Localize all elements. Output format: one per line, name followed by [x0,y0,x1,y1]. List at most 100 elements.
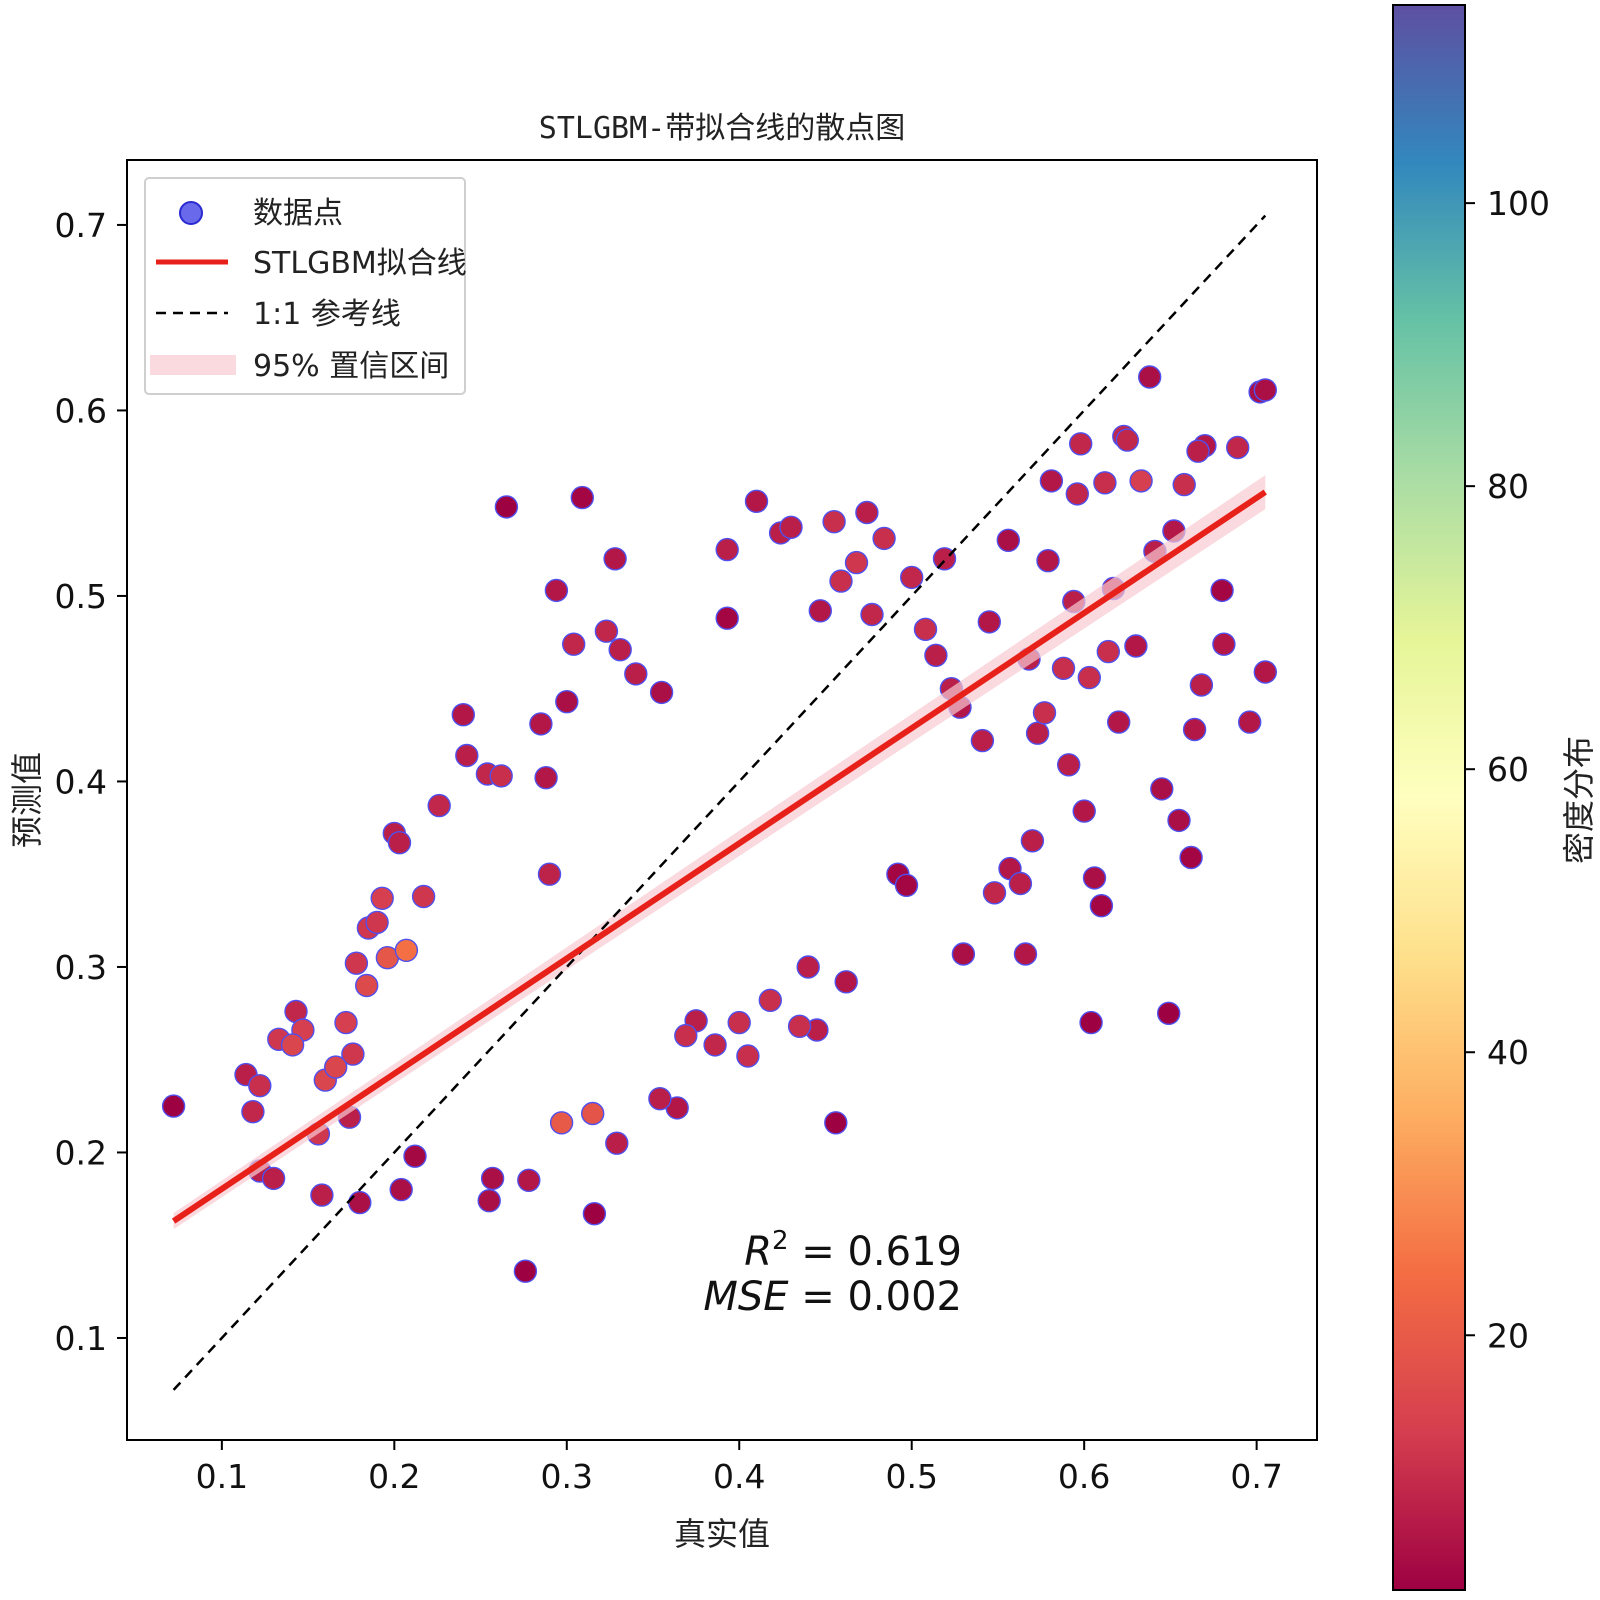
data-point [1039,469,1064,493]
data-point [1137,365,1162,389]
data-point [1096,639,1121,664]
y-axis-ticks: 0.1 0.2 0.3 0.4 0.5 0.6 0.7 [55,206,127,1358]
y-tick-label: 0.2 [55,1133,107,1172]
data-point [1025,721,1050,745]
data-point [860,602,884,627]
data-point [1093,471,1117,495]
data-point [1082,866,1107,890]
legend-marker-points [179,201,203,225]
r2-value: = 0.619 [789,1229,962,1275]
x-axis-ticks: 0.1 0.2 0.3 0.4 0.5 0.6 0.7 [196,1440,1283,1496]
data-point [455,743,479,768]
legend-marker-ci-band [150,355,236,375]
confidence-band [173,475,1266,1230]
data-point [261,1166,286,1191]
data-point [1079,1010,1103,1035]
x-tick-label: 0.5 [885,1457,937,1496]
data-point [241,1099,265,1124]
data-point [1020,829,1045,853]
data-point [355,973,379,998]
data-point [736,1044,760,1068]
data-point [844,550,869,575]
data-point [894,873,919,897]
data-point [1077,665,1102,690]
data-point [744,489,769,513]
data-point [649,680,674,705]
colorbar-tick-label: 100 [1487,184,1550,223]
data-point [280,1033,305,1057]
data-point [822,510,846,534]
data-point [982,881,1007,905]
data-point [1115,428,1140,452]
data-point [1189,673,1214,697]
legend-frame [144,177,466,395]
data-point [1186,439,1210,463]
data-point [824,1111,848,1135]
data-point [365,910,389,935]
data-point [787,1014,812,1039]
data-point [394,938,419,962]
data-point [951,942,976,966]
colorbar-tick-label: 20 [1487,1316,1529,1355]
data-point [513,1259,538,1283]
data-point [924,643,948,667]
data-point [808,599,832,623]
colorbar [1392,4,1466,1591]
data-point [977,610,1001,634]
data-point [451,703,475,727]
data-point [779,515,803,539]
y-tick-label: 0.5 [55,577,107,616]
fit-and-reference-lines [171,214,1267,1391]
colorbar-tick-label: 80 [1487,467,1529,506]
data-point [1051,656,1076,680]
legend: 数据点 STLGBM拟合线 1:1 参考线 95% 置信区间 [144,177,467,395]
data-point [900,565,924,590]
data-point [624,662,648,686]
x-tick-label: 0.3 [541,1457,593,1496]
data-point [570,485,594,510]
x-tick-label: 0.1 [196,1457,248,1496]
data-point [1237,710,1262,734]
data-point [562,632,586,656]
data-point [594,619,619,643]
reference-line-1-1 [172,214,1267,1391]
chart-title: STLGBM-带拟合线的散点图 [539,111,905,146]
data-point [913,617,938,641]
data-point [1212,632,1236,656]
data-point [715,537,739,562]
data-point [1129,469,1153,493]
x-tick-label: 0.4 [713,1457,765,1496]
data-point [605,1131,629,1155]
data-point [1106,710,1131,734]
x-tick-label: 0.6 [1058,1457,1110,1496]
colorbar-ticks: 20 40 60 80 100 [1465,184,1550,1355]
data-point [489,764,513,788]
data-point [344,951,369,975]
mse-symbol: MSE [703,1274,789,1320]
data-point [970,728,995,753]
data-point [370,886,394,910]
data-point [1179,845,1203,870]
data-point [517,1168,541,1193]
data-point [1253,378,1278,402]
x-tick-label: 0.7 [1230,1457,1282,1496]
data-point [537,862,562,886]
data-point [1150,777,1174,801]
data-point [608,638,632,662]
y-tick-label: 0.3 [55,948,107,987]
data-point [1068,432,1093,456]
data-point [555,690,579,714]
plot-area [161,214,1278,1391]
data-point [477,1188,501,1213]
data-point [715,606,739,630]
data-point [387,831,412,855]
data-point [161,1094,186,1118]
data-point [310,1183,334,1207]
x-axis-label: 真实值 [674,1515,770,1553]
data-point [1013,942,1038,966]
data-point [1167,808,1191,833]
data-point [834,970,858,994]
mse-value: = 0.002 [789,1274,962,1320]
data-point [549,1111,574,1135]
